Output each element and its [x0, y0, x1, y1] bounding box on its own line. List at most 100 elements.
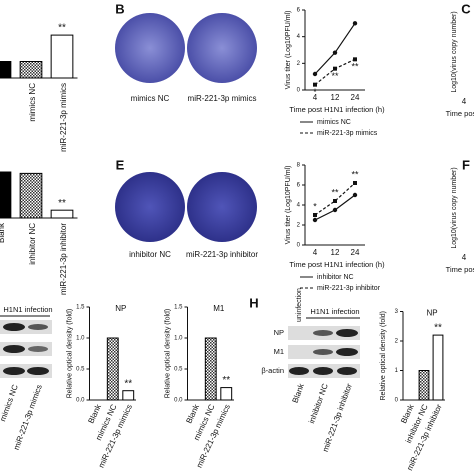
legend-label: mimics NC [317, 119, 351, 126]
bar [19, 61, 43, 79]
chart-title: M1 [213, 304, 225, 313]
x-label: Time post H1N1 infection (h) [289, 260, 385, 269]
bar [50, 34, 74, 79]
image-label: inhibitor NC [129, 250, 171, 259]
chart-title: NP [115, 304, 126, 313]
significance: ** [222, 375, 230, 386]
category-label: miR-221-3p inhibitor [59, 223, 68, 295]
blot-title: H1N1 infection [310, 307, 359, 316]
significance: ** [351, 62, 359, 72]
y-tick-label: 1.5 [76, 305, 85, 311]
y-tick-label: 2 [395, 339, 399, 345]
panel-label: C [461, 1, 471, 16]
bar [204, 337, 217, 401]
y-tick-label: 0 [297, 243, 301, 249]
blot-row: NP [274, 328, 284, 337]
significance: * [313, 201, 317, 211]
category-label: mimics NC [28, 83, 37, 122]
x-label: Time post [446, 265, 474, 274]
x-tick-label: 24 [351, 248, 360, 257]
point [333, 199, 337, 203]
significance: ** [434, 323, 442, 334]
category-label: inhibitor NC [28, 223, 37, 265]
series-line [314, 22, 356, 75]
y-tick-label: 4 [297, 203, 301, 209]
y-tick-label: 0.5 [174, 367, 183, 373]
y-label: Log10(virus copy number) [451, 167, 458, 248]
uninfected-label: uninfection [296, 288, 303, 322]
y-label: Virus titer (Log10PFU/ml) [285, 166, 292, 245]
y-label: Log10(virus copy number) [451, 11, 458, 92]
plaques [115, 13, 257, 242]
point [312, 71, 318, 77]
point [353, 57, 357, 62]
y-label: Virus titer (Log10PFU/ml) [285, 11, 292, 90]
y-label: Relative optical density (fold) [380, 311, 387, 401]
bar [432, 334, 444, 401]
y-tick-label: 3 [395, 309, 399, 315]
lane-label: mimics NC [0, 383, 20, 423]
significance: ** [331, 71, 339, 81]
x-tick-label: 12 [331, 248, 340, 257]
x-label: Time post H1N1 infection (h) [289, 105, 385, 114]
panel-label: H [249, 295, 258, 310]
blot-title: H1N1 infection [3, 305, 52, 314]
point [332, 207, 338, 213]
panel-label: F [462, 157, 470, 172]
bar [19, 172, 43, 219]
y-label: Relative optical density (fold) [66, 309, 73, 399]
x-tick-label: 4 [462, 253, 467, 262]
legend-label: miR-221-3p inhibitor [317, 285, 381, 292]
y-tick-label: 1.0 [76, 336, 85, 342]
image-label: miR-221-3p mimics [188, 94, 257, 103]
point [353, 181, 357, 185]
panel-label: E [116, 157, 125, 172]
y-tick-label: 8 [297, 163, 301, 169]
x-tick-label: 12 [331, 93, 340, 102]
lane-label: Blank [291, 381, 307, 404]
significance: ** [58, 23, 66, 34]
x-tick-label: 4 [462, 97, 467, 106]
category-label: Blank [0, 222, 6, 243]
point [332, 50, 338, 55]
image-label: mimics NC [131, 94, 170, 103]
bar [122, 390, 135, 401]
y-label: Relative optical density (fold) [164, 309, 171, 399]
y-tick-label: 0.0 [76, 398, 85, 404]
point [352, 192, 358, 198]
y-tick-label: 2 [297, 61, 301, 67]
series-line [314, 194, 356, 221]
series-line [314, 182, 356, 216]
y-tick-label: 4 [297, 34, 301, 40]
blots [0, 315, 360, 378]
bar [0, 61, 12, 79]
bar [220, 387, 233, 401]
blot-row: β-actin [261, 366, 284, 375]
y-tick-label: 0 [395, 398, 399, 404]
y-tick-label: 0.0 [174, 398, 183, 404]
panel-label: B [115, 1, 124, 16]
y-tick-label: 6 [297, 8, 301, 14]
point [352, 21, 358, 26]
bar [106, 337, 119, 401]
significance: ** [124, 378, 132, 389]
y-tick-label: 1.0 [174, 336, 183, 342]
bar [50, 209, 74, 219]
y-tick-label: 0.5 [76, 367, 85, 373]
chart-title: NP [426, 309, 437, 318]
significance: * [313, 87, 317, 97]
lane-label: inhibitor NC [307, 382, 330, 425]
legend-label: miR-221-3p mimics [317, 130, 378, 137]
x-tick-label: 24 [351, 93, 360, 102]
x-tick-label: 4 [313, 93, 318, 102]
x-tick-label: 4 [313, 248, 318, 257]
point [312, 217, 318, 223]
image-label: miR-221-3p inhibitor [186, 250, 258, 259]
x-label: Time post [446, 109, 474, 118]
bar [0, 171, 12, 219]
point [313, 213, 317, 217]
y-tick-label: 0 [297, 88, 301, 94]
y-tick-label: 1 [395, 368, 399, 374]
y-tick-label: 2 [297, 223, 301, 229]
